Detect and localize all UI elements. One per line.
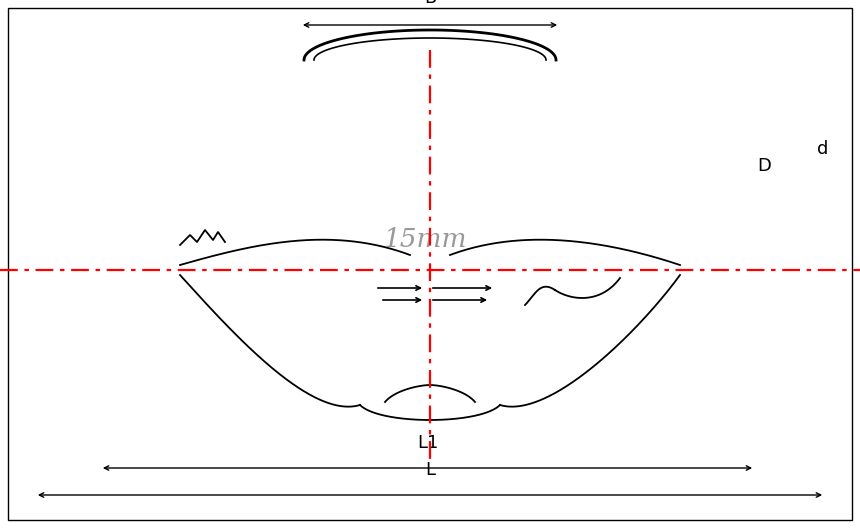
Text: L1: L1 <box>417 434 439 452</box>
Text: B: B <box>424 0 436 7</box>
Bar <box>300 60 560 180</box>
Bar <box>100 215 755 440</box>
Bar <box>680 237 755 303</box>
Text: L: L <box>425 461 435 479</box>
Bar <box>35 248 100 293</box>
Text: d: d <box>817 140 828 158</box>
Text: D: D <box>757 157 771 175</box>
Bar <box>100 237 180 303</box>
Bar <box>755 248 825 293</box>
Text: 15mm: 15mm <box>384 227 467 252</box>
